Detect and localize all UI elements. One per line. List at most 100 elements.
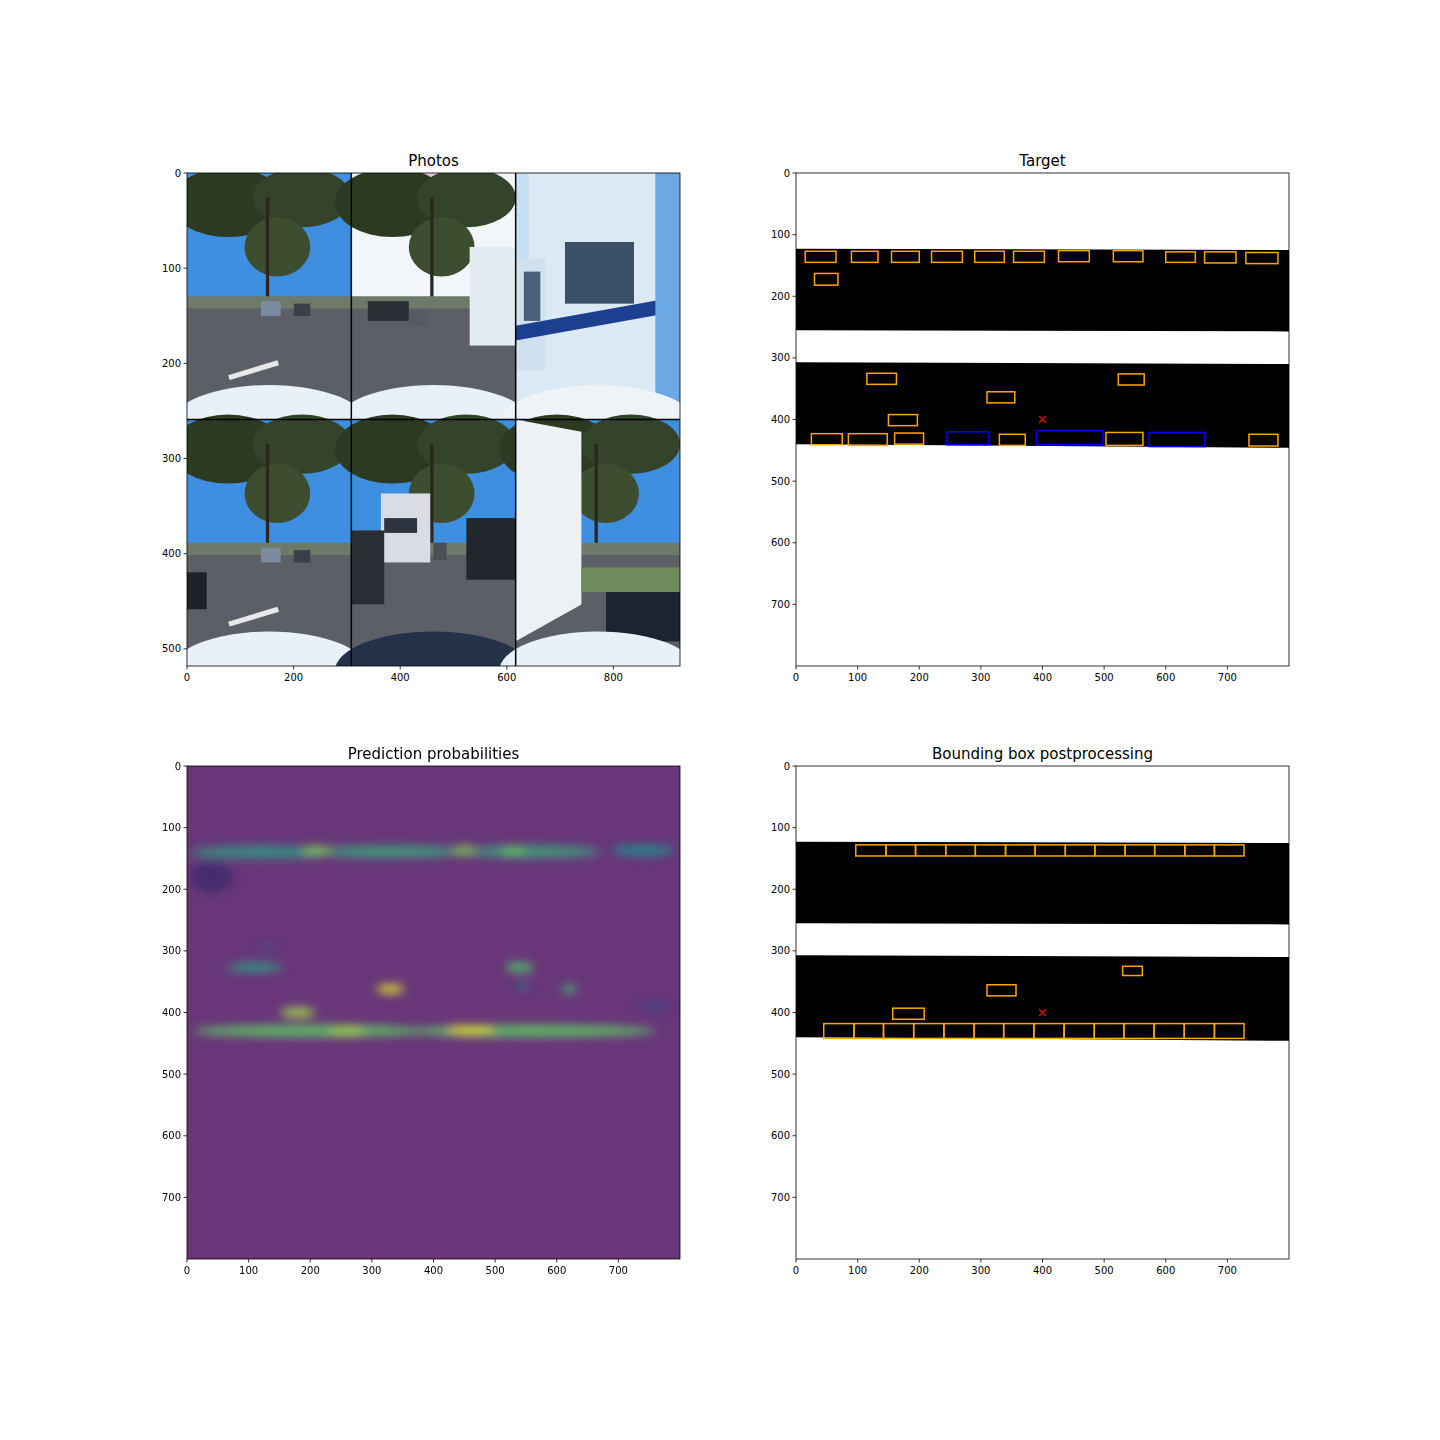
lane-mark	[228, 360, 279, 380]
x-tick	[400, 666, 401, 670]
x-tick	[1042, 1259, 1043, 1263]
bounding-box	[1014, 251, 1045, 262]
x-tick	[506, 666, 507, 670]
y-tick-label: 100	[162, 263, 181, 274]
background	[0, 0, 1440, 1440]
bounding-box	[867, 373, 897, 384]
y-tick-label: 200	[771, 884, 790, 895]
y-tick	[184, 1197, 188, 1198]
y-tick-label: 400	[771, 1007, 790, 1018]
x-tick	[980, 1259, 981, 1263]
y-tick-label: 500	[162, 643, 181, 654]
y-tick-label: 500	[771, 1069, 790, 1080]
y-tick-label: 300	[771, 352, 790, 363]
y-tick-label: 200	[162, 884, 181, 895]
bounding-box	[1006, 845, 1036, 856]
heatmap-blob	[301, 846, 332, 856]
x-tick-label: 100	[239, 1265, 258, 1276]
bounding-box	[987, 985, 1016, 996]
heatmap-blob	[638, 1002, 672, 1011]
figure: 02004006008000100200300400500Photos01002…	[0, 0, 1440, 1440]
heatmap-blob	[193, 1025, 427, 1037]
x-tick	[1227, 666, 1228, 670]
heatmap-blob	[452, 845, 477, 855]
bounding-box	[886, 845, 916, 856]
heatmap-blob	[612, 845, 674, 856]
bounding-box	[944, 1024, 974, 1039]
car	[187, 572, 207, 609]
y-tick	[184, 648, 188, 649]
hood	[499, 631, 680, 666]
heatmap-blob	[464, 845, 600, 857]
y-tick-label: 600	[771, 1130, 790, 1141]
y-tick	[184, 363, 188, 364]
bounding-box	[811, 434, 842, 445]
hedge	[581, 567, 680, 592]
car	[434, 543, 447, 560]
trunk	[266, 198, 269, 309]
tree	[245, 464, 311, 523]
hood	[335, 631, 532, 666]
bounding-box	[1113, 251, 1143, 262]
y-tick	[184, 766, 188, 767]
y-tick	[793, 481, 797, 482]
y-tick	[793, 296, 797, 297]
heatmap-background	[187, 766, 680, 1259]
bounding-box	[1154, 1024, 1184, 1039]
y-tick-label: 0	[784, 168, 790, 179]
bounding-box	[975, 845, 1005, 856]
bounding-box	[851, 251, 877, 262]
y-tick	[793, 1012, 797, 1013]
y-tick-label: 0	[175, 168, 181, 179]
y-tick	[793, 950, 797, 951]
x-tick-label: 400	[424, 1265, 443, 1276]
x-tick-label: 300	[971, 672, 990, 683]
y-tick-label: 100	[162, 822, 181, 833]
y-tick-label: 100	[771, 822, 790, 833]
axes-frame	[796, 173, 1289, 666]
heatmap-blob	[259, 945, 274, 951]
x-tick-label: 600	[547, 1265, 566, 1276]
road-area	[796, 362, 1289, 448]
heatmap-blob	[281, 1007, 315, 1018]
trunk	[595, 444, 598, 555]
x-tick-label: 0	[793, 672, 799, 683]
bounding-box	[1034, 1024, 1064, 1039]
bounding-box	[1125, 845, 1155, 856]
y-tick	[184, 1012, 188, 1013]
bounding-box	[1059, 251, 1090, 262]
x-tick	[556, 1259, 557, 1263]
rv	[470, 247, 516, 346]
y-tick-label: 0	[784, 761, 790, 772]
bounding-box	[1124, 1024, 1154, 1039]
x-tick-label: 500	[1095, 1265, 1114, 1276]
ego-marker	[1039, 1009, 1046, 1016]
x-tick	[618, 1259, 619, 1263]
sky-edge	[655, 173, 680, 420]
rv-door	[516, 259, 546, 370]
y-tick-label: 500	[162, 1069, 181, 1080]
photo-tile	[499, 415, 680, 666]
heatmap-blob	[446, 1025, 495, 1035]
axes-frame	[796, 766, 1289, 1259]
trunk	[430, 198, 433, 309]
bounding-box	[916, 845, 946, 856]
y-tick	[184, 1135, 188, 1136]
x-tick	[310, 1259, 311, 1263]
y-tick-label: 200	[771, 291, 790, 302]
y-tick	[184, 827, 188, 828]
bounding-box	[975, 251, 1005, 262]
car	[466, 518, 515, 580]
rv	[381, 493, 430, 562]
bounding-box	[1166, 252, 1196, 262]
plot-area	[187, 173, 680, 666]
x-tick	[1165, 666, 1166, 670]
y-tick-label: 300	[162, 453, 181, 464]
plot-area	[187, 766, 680, 1259]
bounding-box	[914, 1024, 944, 1039]
bounding-box	[814, 273, 837, 285]
bounding-box	[1246, 252, 1278, 263]
plot-area	[796, 842, 1289, 1041]
x-tick	[857, 666, 858, 670]
bounding-box	[1149, 432, 1204, 446]
